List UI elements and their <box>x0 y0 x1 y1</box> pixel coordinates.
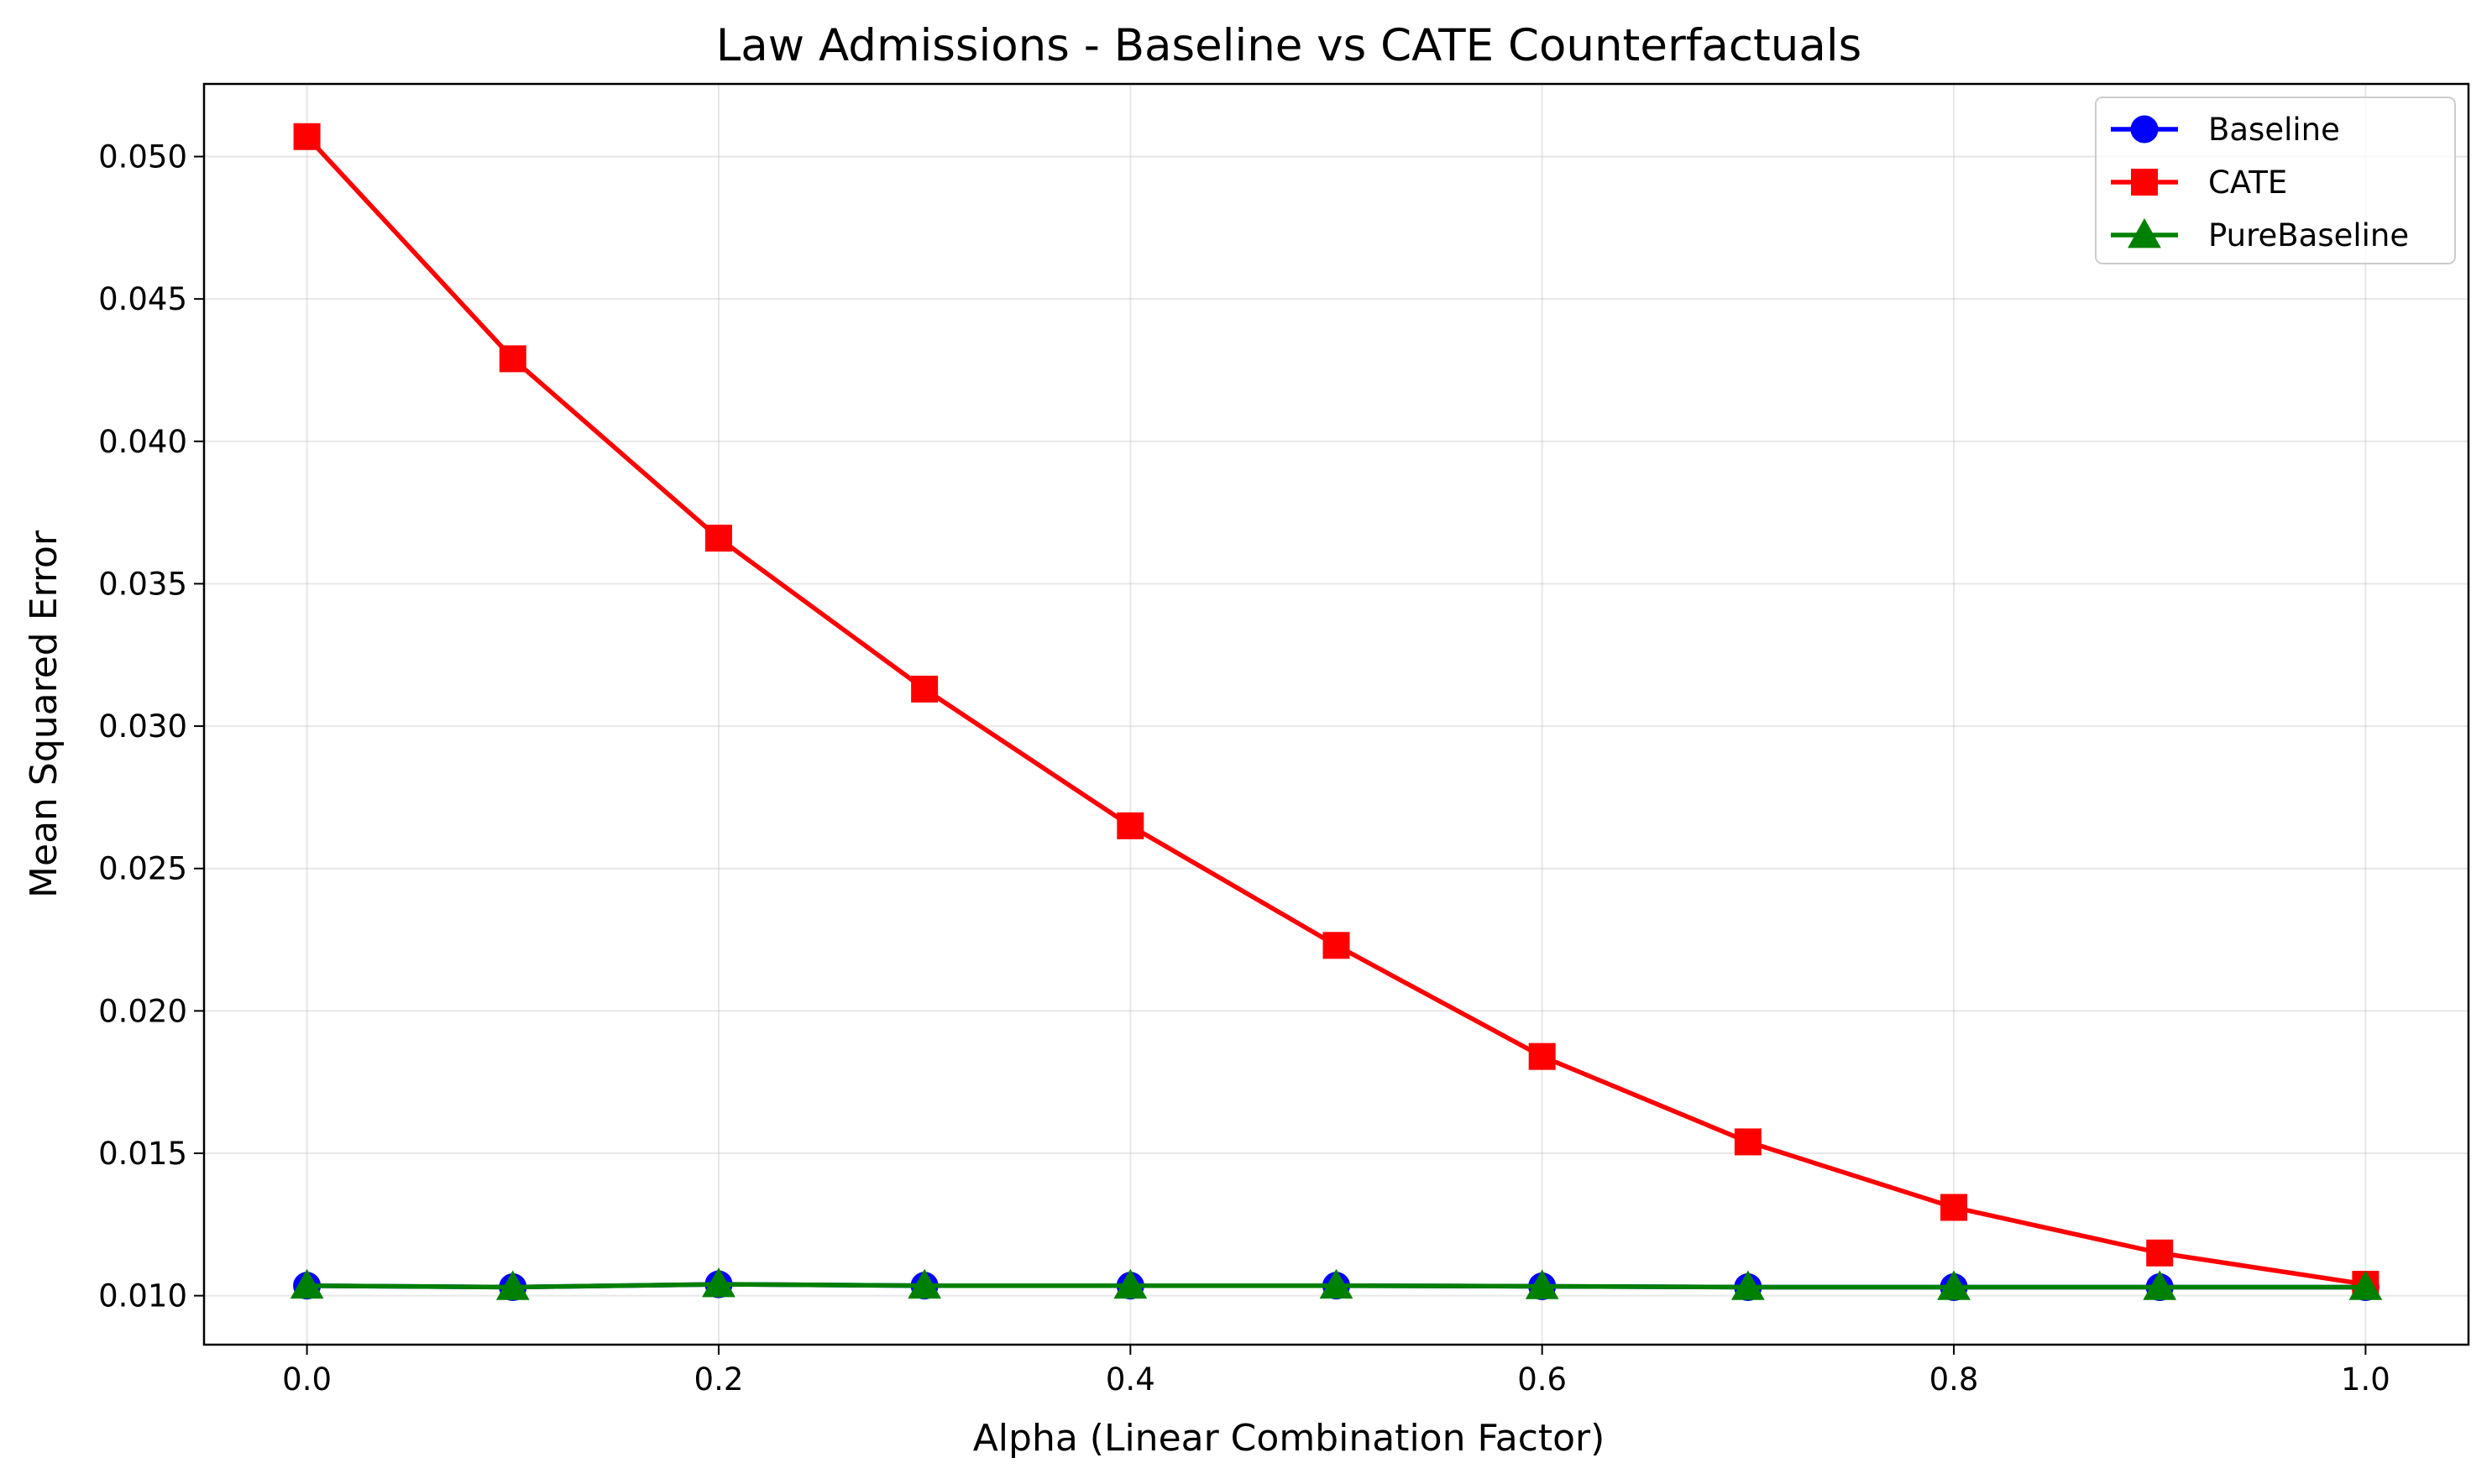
x-tick-label: 0.8 <box>1929 1361 1979 1398</box>
x-tick-label: 0.4 <box>1106 1361 1155 1398</box>
data-point-cate <box>1117 812 1144 839</box>
data-point-cate <box>1528 1042 1556 1070</box>
legend: Baseline CATE PureBaseline <box>2095 97 2456 264</box>
legend-label-baseline: Baseline <box>2208 112 2340 148</box>
legend-marker-baseline <box>2130 115 2159 144</box>
y-tick-label: 0.035 <box>98 566 187 602</box>
data-point-purebaseline <box>2143 1270 2177 1300</box>
series-cate <box>293 123 2379 1298</box>
legend-label-cate: CATE <box>2208 165 2287 201</box>
data-point-cate <box>1940 1194 1968 1221</box>
legend-item-purebaseline: PureBaseline <box>2111 217 2409 253</box>
x-tick-label: 0.2 <box>694 1361 744 1398</box>
data-point-purebaseline <box>1319 1268 1353 1299</box>
data-point-purebaseline <box>290 1268 324 1299</box>
data-point-purebaseline <box>1937 1270 1971 1300</box>
y-tick-label: 0.050 <box>98 139 187 175</box>
plot-frame <box>202 82 2470 1346</box>
legend-marker-purebaseline <box>2128 217 2161 248</box>
y-tick-label: 0.020 <box>98 993 187 1029</box>
ticks: 0.0 0.2 0.4 0.6 0.8 1.0 0.010 0.015 0.020 0.025 0.… <box>98 139 2390 1398</box>
data-point-purebaseline <box>908 1268 941 1299</box>
series-layer <box>290 123 2383 1301</box>
data-point-cate <box>911 675 939 703</box>
legend-box <box>2095 97 2456 264</box>
y-tick-label: 0.015 <box>98 1136 187 1172</box>
data-point-purebaseline <box>1113 1268 1148 1299</box>
series-purebaseline <box>290 1267 2383 1300</box>
data-point-cate <box>499 345 526 373</box>
legend-marker-cate <box>2131 169 2158 196</box>
y-tick-label: 0.010 <box>98 1278 187 1314</box>
data-point-purebaseline <box>495 1270 530 1300</box>
data-point-purebaseline <box>1525 1269 1559 1299</box>
legend-label-purebaseline: PureBaseline <box>2208 217 2409 253</box>
x-axis-label: Alpha (Linear Combination Factor) <box>973 1417 1605 1460</box>
y-tick-label: 0.045 <box>98 281 187 317</box>
data-point-cate <box>2146 1239 2174 1267</box>
legend-item-cate: CATE <box>2111 165 2287 201</box>
data-point-cate <box>293 123 321 150</box>
chart-title: Law Admissions - Baseline vs CATE Counte… <box>716 20 1861 71</box>
x-tick-label: 0.0 <box>282 1361 332 1398</box>
y-axis-label: Mean Squared Error <box>23 530 65 898</box>
data-point-purebaseline <box>2348 1270 2383 1300</box>
data-point-cate <box>1322 932 1350 959</box>
x-tick-label: 1.0 <box>2341 1361 2390 1398</box>
y-tick-label: 0.025 <box>98 851 187 887</box>
y-tick-label: 0.030 <box>98 708 187 745</box>
data-point-purebaseline <box>702 1267 736 1298</box>
x-tick-label: 0.6 <box>1517 1361 1567 1398</box>
data-point-purebaseline <box>1731 1270 1765 1300</box>
y-tick-label: 0.040 <box>98 424 187 460</box>
grid <box>204 84 2468 1345</box>
legend-item-baseline: Baseline <box>2111 112 2340 148</box>
data-point-cate <box>704 525 732 552</box>
data-point-cate <box>1734 1128 1762 1156</box>
